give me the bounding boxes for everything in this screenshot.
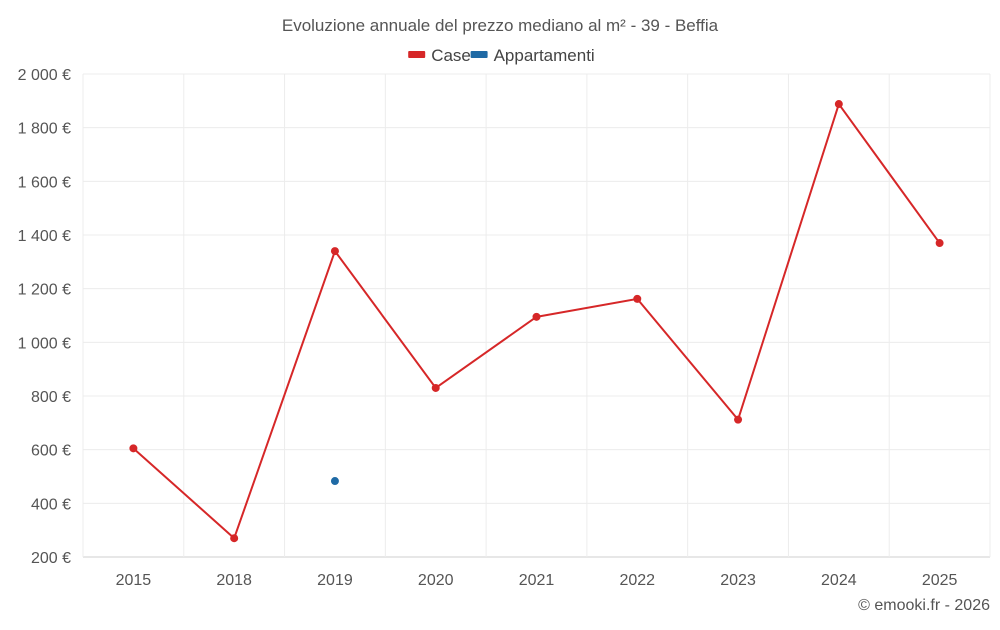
y-tick-label: 400 € (31, 496, 71, 513)
legend: Case Appartamenti (408, 46, 595, 65)
legend-swatch (470, 51, 488, 58)
chart-title: Evoluzione annuale del prezzo mediano al… (282, 16, 719, 35)
series-line (132, 103, 941, 540)
y-tick-label: 1 600 € (18, 174, 71, 191)
data-point (734, 415, 743, 424)
x-tick-label: 2021 (519, 572, 555, 589)
grid-lines (82, 73, 991, 558)
y-tick-label: 1 200 € (18, 282, 71, 299)
series-case (129, 100, 944, 543)
data-point (230, 534, 239, 543)
x-tick-label: 2018 (216, 572, 252, 589)
data-point (935, 239, 944, 248)
series-appartamenti (330, 477, 339, 486)
y-tick-label: 1 800 € (18, 121, 71, 138)
y-tick-label: 600 € (31, 443, 71, 460)
legend-swatch (408, 51, 426, 58)
chart-credit: © emooki.fr - 2026 (858, 597, 990, 614)
x-axis: 2015 2018 2019 2020 2021 2022 2023 2024 2025 (116, 572, 958, 589)
x-tick-label: 2023 (720, 572, 756, 589)
data-point (431, 383, 440, 392)
data-point (330, 247, 339, 256)
x-tick-label: 2024 (821, 572, 857, 589)
x-tick-label: 2019 (317, 572, 353, 589)
x-tick-label: 2015 (116, 572, 152, 589)
series-layer (129, 100, 944, 543)
y-tick-label: 2 000 € (18, 67, 71, 84)
y-tick-label: 1 000 € (18, 335, 71, 352)
legend-item-appartamenti: Appartamenti (470, 46, 595, 65)
data-point (633, 294, 642, 303)
legend-label: Appartamenti (494, 46, 595, 65)
data-point (129, 444, 138, 453)
legend-item-case: Case (408, 46, 471, 65)
legend-label: Case (431, 46, 471, 65)
y-tick-label: 1 400 € (18, 228, 71, 245)
y-tick-label: 800 € (31, 389, 71, 406)
y-tick-label: 200 € (31, 550, 71, 567)
data-point (834, 100, 843, 109)
data-point (532, 312, 541, 321)
x-tick-label: 2025 (922, 572, 958, 589)
data-point (330, 477, 339, 486)
x-tick-label: 2022 (619, 572, 655, 589)
x-tick-label: 2020 (418, 572, 454, 589)
y-axis: 200 € 400 € 600 € 800 € 1 000 € 1 200 € 1 400 … (18, 67, 71, 567)
